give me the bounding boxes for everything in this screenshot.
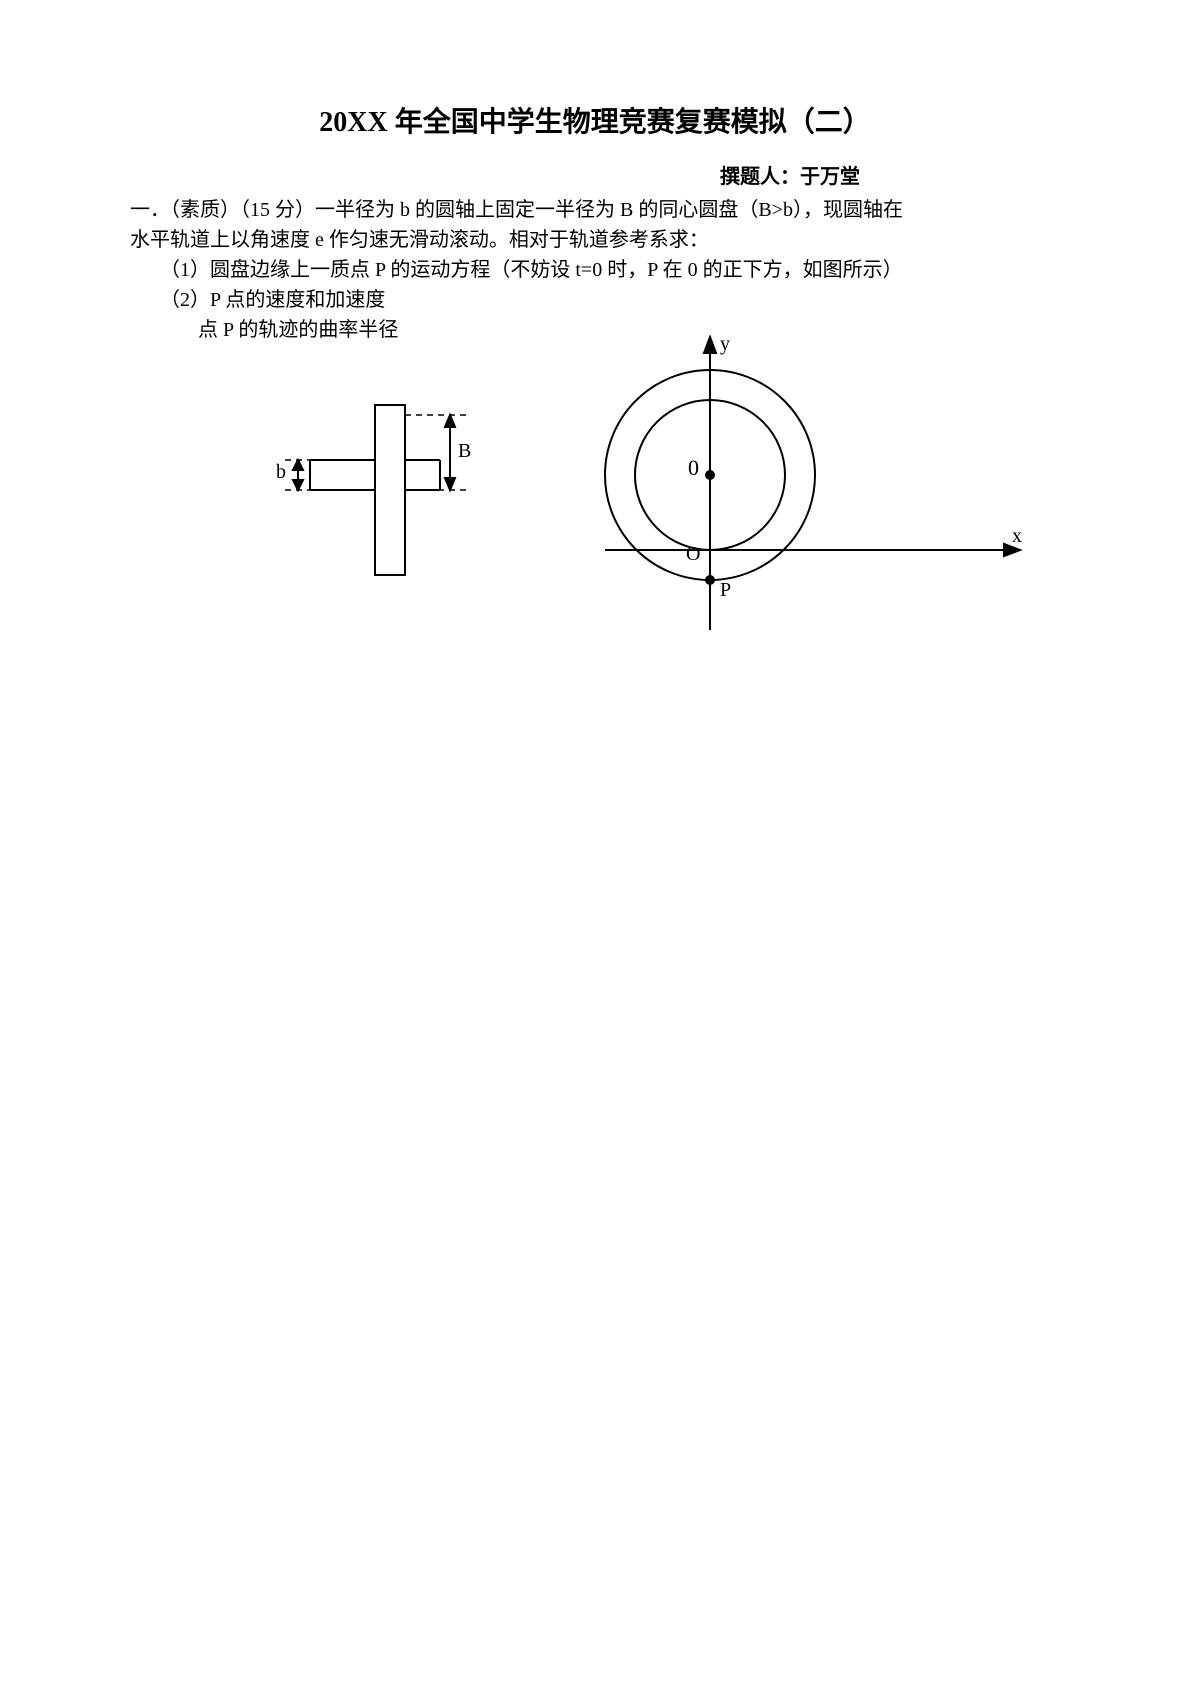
label-x: x [1012,525,1022,548]
subquestion-1: （1）圆盘边缘上一质点 P 的运动方程（不妨设 t=0 时，P 在 0 的正下方… [130,255,1060,285]
figure-right-svg [550,335,1030,635]
problem-stem-line1: 一．（素质）（15 分）一半径为 b 的圆轴上固定一半径为 B 的同心圆盘（B>… [130,195,1060,225]
figure-left: B b [280,385,500,610]
problem-stem-line2: 水平轨道上以角速度 e 作匀速无滑动滚动。相对于轨道参考系求： [130,225,1060,255]
figure-right: y x 0 O P [550,335,1030,640]
page-title: 20XX 年全国中学生物理竞赛复赛模拟（二） [130,100,1060,140]
label-B: B [458,440,471,463]
label-center-0: 0 [688,455,699,481]
label-y: y [720,333,730,356]
label-b: b [276,461,286,484]
figures-container: B b [130,345,1060,645]
label-O: O [686,543,700,566]
page: 20XX 年全国中学生物理竞赛复赛模拟（二） 撰题人：于万堂 一．（素质）（15… [0,0,1190,645]
author-line: 撰题人：于万堂 [130,160,1060,189]
subquestion-2: （2）P 点的速度和加速度 [130,285,1060,315]
figure-left-svg [280,385,500,605]
label-P: P [720,579,731,602]
